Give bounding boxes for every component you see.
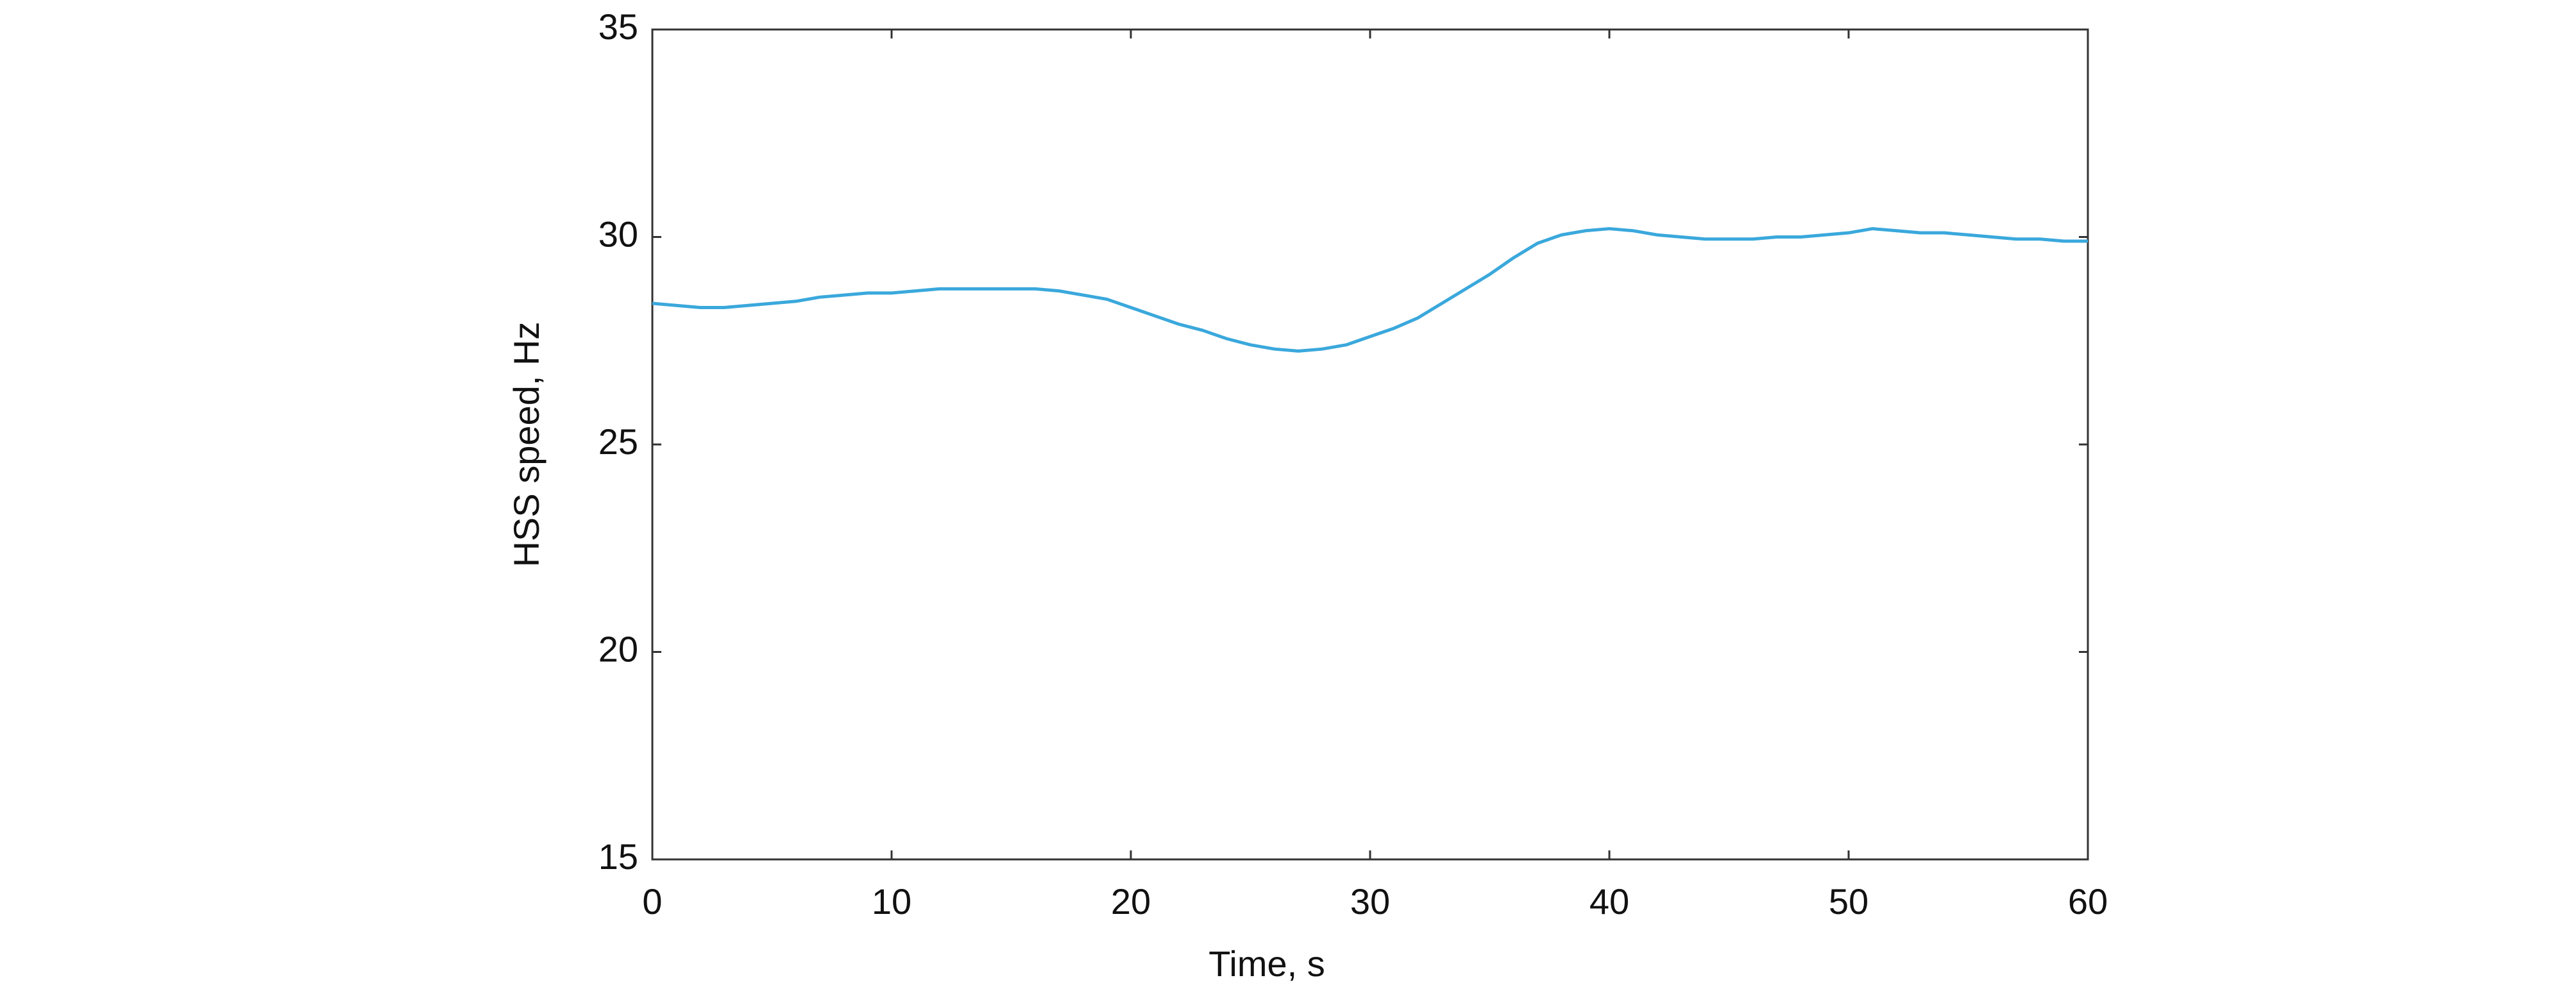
y-axis-label: HSS speed, Hz <box>506 322 547 568</box>
x-tick-label: 30 <box>1350 881 1390 922</box>
data-line <box>652 227 2088 353</box>
y-tick-label: 20 <box>598 629 638 669</box>
x-tick-label: 20 <box>1111 881 1151 922</box>
x-tick-label: 10 <box>872 881 911 922</box>
x-tick-label: 60 <box>2068 881 2108 922</box>
x-tick-label: 50 <box>1829 881 1868 922</box>
y-tick-label: 30 <box>598 214 638 254</box>
x-tick-label: 40 <box>1589 881 1629 922</box>
y-tick-label: 15 <box>598 836 638 877</box>
y-tick-label: 35 <box>598 6 638 47</box>
y-tick-label: 25 <box>598 421 638 462</box>
x-axis-label: Time, s <box>1208 943 1325 984</box>
plot-frame <box>651 28 2089 861</box>
x-tick-label: 0 <box>642 881 662 922</box>
